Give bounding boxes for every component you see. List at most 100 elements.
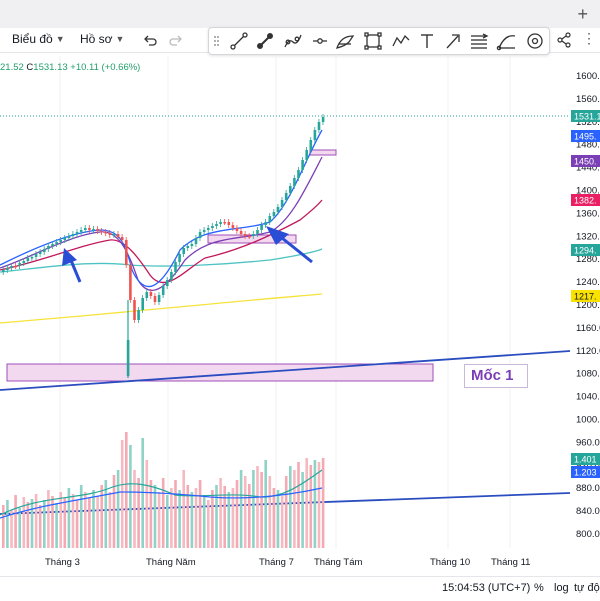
time-axis[interactable]: Tháng 3 Tháng Năm Tháng 7 Tháng Tám Tháng 10… — [45, 557, 530, 568]
candle — [34, 251, 38, 260]
price-badge: 1217. — [571, 290, 600, 302]
more-vertical-icon[interactable]: ⋮ — [582, 30, 596, 46]
ray-icon[interactable] — [257, 33, 273, 49]
price-tick-label: 1080.00 — [576, 369, 600, 380]
price-tick-label: 1280.00 — [576, 254, 600, 265]
candle — [198, 229, 202, 241]
status-bar: 15:04:53 (UTC+7) % log tự độn — [0, 576, 600, 601]
volume-bar — [2, 505, 5, 548]
candle — [120, 234, 124, 243]
ma-teal — [0, 248, 323, 273]
undo-icon[interactable] — [142, 32, 158, 48]
price-badge: 1531.1 — [571, 110, 600, 122]
profile-dropdown[interactable]: Hồ sơ ▼ — [80, 32, 124, 46]
volume-bar — [297, 462, 300, 548]
candle — [18, 260, 21, 269]
extended-line-icon[interactable] — [284, 34, 302, 48]
candle — [313, 127, 317, 143]
volume-bar — [43, 500, 46, 548]
top-zone[interactable] — [309, 149, 337, 156]
price-axis[interactable]: 1600.00 1560.00 1520.00 1480.00 1440.00 1400.… — [571, 71, 600, 540]
price-tick-label: 1520.00 — [576, 117, 600, 128]
volume-bar — [55, 503, 58, 548]
horizontal-ray-icon[interactable] — [313, 38, 327, 44]
candle — [149, 289, 153, 299]
price-tick-label: 1000.00 — [576, 415, 600, 426]
candle — [79, 227, 83, 235]
candle — [301, 157, 304, 173]
volume-bar — [141, 438, 144, 548]
text-icon[interactable] — [421, 34, 433, 48]
candle — [280, 197, 284, 210]
change-value: +10.11 (+0.66%) — [70, 62, 141, 73]
drag-handle-icon[interactable] — [214, 36, 219, 46]
volume-bar — [243, 476, 247, 548]
price-tick-label: 1200.00 — [576, 300, 600, 311]
arrow-icon[interactable] — [446, 34, 460, 49]
path-icon[interactable] — [392, 34, 410, 47]
candle — [231, 222, 235, 231]
redo-icon[interactable] — [168, 32, 184, 48]
volume-bar — [22, 497, 26, 548]
support-zone[interactable] — [6, 363, 434, 382]
trend-line-icon[interactable] — [230, 32, 248, 50]
candle — [137, 307, 140, 323]
chevron-down-icon: ▼ — [115, 34, 125, 44]
candle — [30, 254, 34, 261]
volume-bar — [10, 510, 13, 548]
volume-bar — [34, 494, 38, 548]
moc-label[interactable]: Mốc 1 — [464, 364, 528, 388]
log-toggle[interactable]: log — [554, 582, 569, 594]
eye-icon[interactable] — [527, 33, 543, 49]
price-tick-label: 920.00 — [576, 460, 600, 471]
candle — [10, 263, 13, 271]
volume-bar — [239, 470, 243, 548]
price-tick-label: 960.00 — [576, 437, 600, 448]
candle — [321, 114, 325, 125]
price-badge: 1495. — [571, 130, 600, 142]
candle — [153, 293, 157, 305]
volume-bar — [223, 486, 226, 548]
share-icon[interactable] — [556, 32, 572, 48]
fib-retracement-icon[interactable] — [471, 33, 489, 49]
volume-bar — [207, 500, 210, 548]
percent-toggle[interactable]: % — [534, 582, 544, 594]
price-tick-label: 1560.00 — [576, 94, 600, 105]
volume-bar — [26, 502, 30, 548]
auto-toggle[interactable]: tự độn — [574, 582, 600, 594]
brush-icon[interactable] — [336, 35, 355, 49]
volume-bar — [108, 492, 112, 548]
volume-bar — [166, 495, 169, 548]
ma-purple — [0, 156, 323, 292]
candle — [129, 262, 132, 303]
candle — [276, 204, 280, 215]
price-tick-label: 1160.00 — [576, 323, 600, 334]
svg-text:1495.: 1495. — [574, 132, 597, 142]
arrow-annotation[interactable] — [62, 248, 82, 283]
arc-icon[interactable] — [496, 35, 516, 51]
chart-type-dropdown[interactable]: Biểu đồ ▼ — [12, 32, 65, 46]
candle — [289, 183, 292, 196]
volume-bar — [137, 478, 140, 548]
volume-bar — [84, 492, 87, 548]
volume-bar — [153, 485, 157, 548]
candle — [67, 233, 71, 241]
candle — [22, 258, 26, 266]
volume-bar — [38, 505, 42, 548]
price-badge: 1.203 — [571, 466, 600, 478]
volume-bar — [227, 492, 231, 548]
price-trendline[interactable] — [0, 350, 571, 391]
candle — [297, 167, 300, 181]
rectangle-icon[interactable] — [364, 32, 382, 50]
ohlc-legend: 21.52 C1531.13 +10.11 (+0.66%) — [0, 62, 140, 73]
svg-text:1382.: 1382. — [574, 196, 597, 206]
candle — [260, 222, 263, 233]
price-badge: 1450. — [571, 155, 600, 167]
arrow-annotation[interactable] — [266, 226, 313, 264]
candle — [59, 237, 62, 245]
volume-bar — [149, 480, 153, 548]
volume-bar — [219, 478, 222, 548]
volume-bar — [190, 492, 194, 548]
new-tab-button[interactable]: + — [577, 4, 588, 24]
